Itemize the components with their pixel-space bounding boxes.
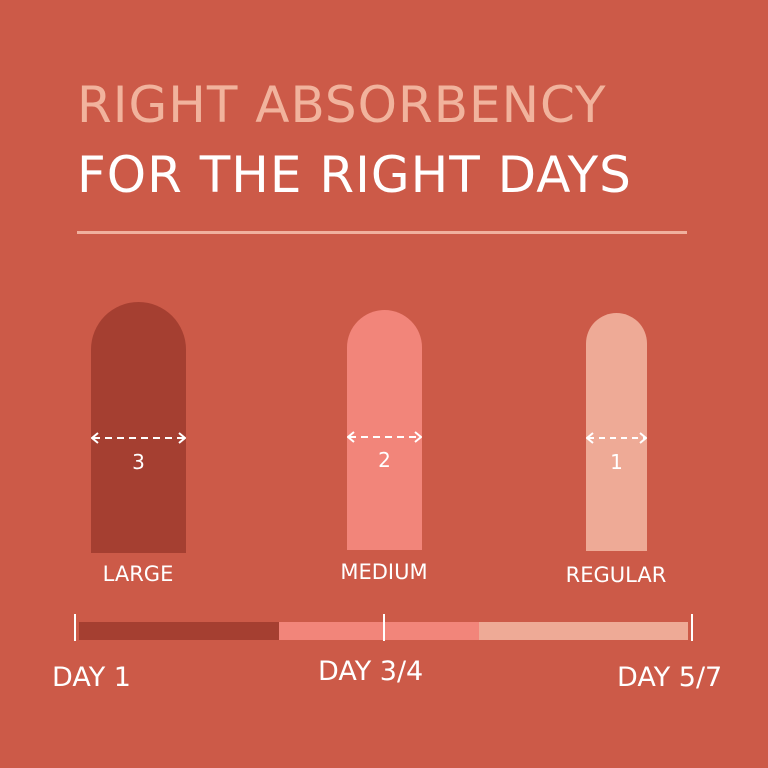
timeline-tick bbox=[74, 614, 76, 641]
absorbency-number: 3 bbox=[132, 450, 145, 474]
timeline-tick bbox=[383, 614, 385, 641]
label-medium: MEDIUM bbox=[340, 560, 428, 584]
width-arrow-icon bbox=[347, 431, 422, 443]
timeline-large bbox=[79, 622, 279, 640]
title-line-2: FOR THE RIGHT DAYS bbox=[77, 146, 632, 204]
pad-regular: 1 bbox=[586, 313, 647, 551]
day-label-5-7: DAY 5/7 bbox=[617, 662, 723, 693]
pad-medium: 2 bbox=[347, 310, 422, 550]
divider bbox=[77, 231, 687, 234]
timeline-medium bbox=[279, 622, 479, 640]
timeline-tick bbox=[691, 614, 693, 641]
width-arrow-icon bbox=[91, 432, 186, 444]
label-large: LARGE bbox=[102, 562, 174, 586]
title-line-1: RIGHT ABSORBENCY bbox=[77, 76, 607, 134]
day-label-1: DAY 1 bbox=[52, 662, 131, 693]
timeline-regular bbox=[479, 622, 688, 640]
absorbency-number: 1 bbox=[610, 450, 623, 474]
width-arrow-icon bbox=[586, 432, 647, 444]
label-regular: REGULAR bbox=[565, 563, 667, 587]
absorbency-number: 2 bbox=[378, 448, 391, 472]
pad-large: 3 bbox=[91, 302, 186, 553]
day-label-3-4: DAY 3/4 bbox=[318, 656, 424, 687]
